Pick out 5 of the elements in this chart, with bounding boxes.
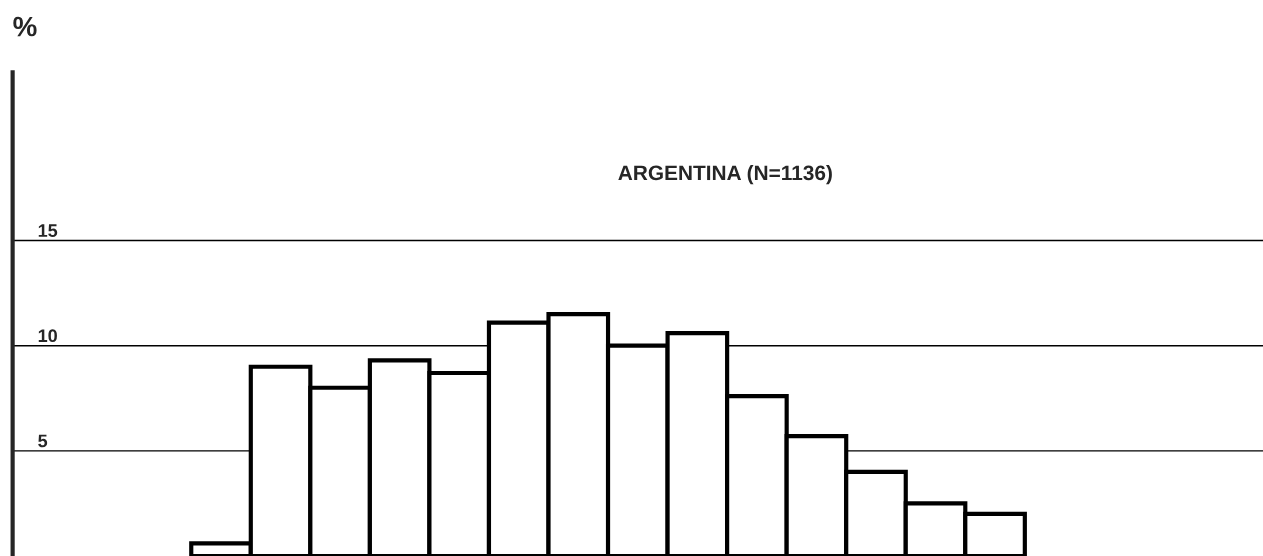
y-tick-label: 10 — [38, 329, 57, 343]
y-tick-label: 5 — [38, 434, 48, 448]
text: ARGENTINA (N=1136) — [618, 164, 832, 185]
y-axis-title: % — [13, 16, 37, 37]
y-tick-label: 15 — [38, 224, 58, 237]
